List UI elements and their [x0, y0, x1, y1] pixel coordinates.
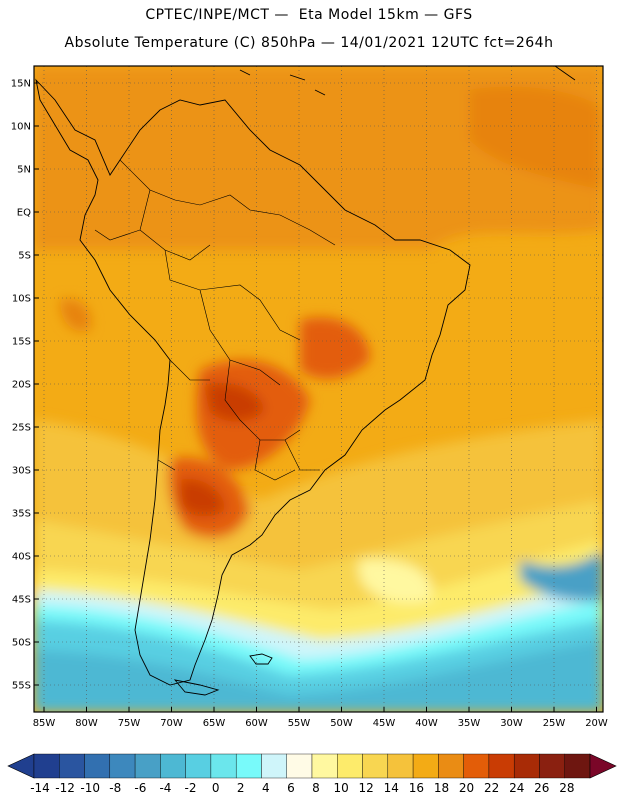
colorbar-label: -8 [109, 781, 121, 795]
colorbar-label: -10 [80, 781, 100, 795]
colorbar-label: 10 [333, 781, 348, 795]
colorbar-swatch [387, 753, 414, 779]
colorbar-swatch [539, 753, 565, 779]
lat-label: 15N [11, 79, 31, 90]
colorbar-label: 18 [434, 781, 449, 795]
colorbar-label: 20 [459, 781, 474, 795]
colorbar-label: 2 [237, 781, 245, 795]
colorbar-label: -6 [134, 781, 146, 795]
colorbar: -14 -12 -10 -8 -6 -4 -2 0 2 4 6 8 10 12 14 16 18 20 22 24 26… [7, 753, 617, 795]
lat-label: 10S [12, 294, 31, 305]
colorbar-label: 14 [384, 781, 399, 795]
colorbar-swatch [337, 753, 363, 779]
colorbar-swatch [160, 753, 186, 779]
field-cold-band-3 [34, 640, 603, 712]
lon-label: 65W [203, 718, 226, 729]
field-warm-core-brazil [300, 317, 370, 379]
title-line-1: CPTEC/INPE/MCT — Eta Model 15km — GFS [145, 7, 473, 23]
colorbar-swatch [109, 753, 136, 779]
colorbar-swatch [84, 753, 111, 779]
field-hot-spot-1 [205, 382, 265, 422]
field-cool-patch [358, 559, 432, 604]
colorbar-label: 6 [287, 781, 295, 795]
field-hot-spot-2 [180, 479, 225, 517]
colorbar-under-arrow [7, 753, 35, 779]
lon-label: 20W [585, 718, 608, 729]
lat-label: 10N [11, 122, 31, 133]
colorbar-label: -12 [55, 781, 75, 795]
colorbar-over-arrow [589, 753, 617, 779]
lon-label: 80W [75, 718, 98, 729]
colorbar-swatch [261, 753, 287, 779]
lon-label: 25W [543, 718, 566, 729]
colorbar-label: 0 [212, 781, 220, 795]
colorbar-swatch [311, 753, 338, 779]
colorbar-label: -2 [185, 781, 197, 795]
colorbar-swatch [134, 753, 161, 779]
lat-label: 55S [12, 681, 31, 692]
colorbar-label: 4 [262, 781, 270, 795]
colorbar-label: 12 [359, 781, 374, 795]
colorbar-swatch [33, 753, 60, 779]
falkland-islands [249, 653, 273, 665]
lon-label: 60W [245, 718, 268, 729]
map-frame [33, 65, 604, 713]
lat-label: 15S [12, 337, 31, 348]
coastlines [35, 66, 576, 696]
colorbar-swatch [286, 753, 313, 779]
colorbar-label: 24 [509, 781, 524, 795]
lat-label: EQ [17, 208, 31, 219]
colorbar-label: -14 [30, 781, 50, 795]
south-america-coastline [35, 78, 471, 686]
lon-label: 30W [500, 718, 523, 729]
colorbar-swatch [362, 753, 389, 779]
colorbar-swatch [438, 753, 464, 779]
lon-label: 70W [160, 718, 183, 729]
colorbar-swatch [235, 753, 262, 779]
lon-label: 50W [330, 718, 353, 729]
lat-label: 40S [12, 552, 31, 563]
colorbar-label: 8 [312, 781, 320, 795]
colorbar-swatch [185, 753, 212, 779]
field-atlantic-warm [470, 86, 603, 190]
lon-label: 55W [288, 718, 311, 729]
lat-label: 20S [12, 380, 31, 391]
colorbar-label: 16 [409, 781, 424, 795]
colorbar-swatch [412, 753, 439, 779]
country-borders [94, 159, 336, 481]
lat-label: 30S [12, 466, 31, 477]
latitude-labels: 15N 10N 5N EQ 5S 10S 15S 20S 25S 30S 35S 40S 45S 50S 5… [11, 79, 39, 692]
caribbean-islands [239, 66, 576, 96]
colorbar-swatch [513, 753, 540, 779]
field-pacific-warm [60, 299, 91, 332]
lon-label: 35W [458, 718, 481, 729]
lat-label: 5N [17, 165, 31, 176]
colorbar-label: 26 [534, 781, 549, 795]
lon-label: 45W [373, 718, 396, 729]
colorbar-swatch [463, 753, 490, 779]
field-cold-cell-east [520, 550, 603, 602]
lon-label: 85W [33, 718, 56, 729]
lon-label: 75W [118, 718, 141, 729]
temperature-field [34, 66, 603, 712]
longitude-labels: 85W 80W 75W 70W 65W 60W 55W 50W 45W 40W 35W 30W 25W 2… [33, 707, 608, 729]
tierra-del-fuego [173, 679, 220, 696]
colorbar-swatch [210, 753, 237, 779]
lat-label: 50S [12, 638, 31, 649]
lon-label: 40W [415, 718, 438, 729]
colorbar-label: 28 [559, 781, 574, 795]
lat-label: 5S [18, 251, 31, 262]
lat-label: 45S [12, 595, 31, 606]
colorbar-label: -4 [159, 781, 171, 795]
colorbar-swatch [59, 753, 85, 779]
field-tropical-band [34, 66, 603, 250]
lat-label: 25S [12, 423, 31, 434]
title-line-2: Absolute Temperature (C) 850hPa — 14/01/… [64, 35, 554, 51]
lat-label: 35S [12, 509, 31, 520]
colorbar-swatch [564, 753, 591, 779]
colorbar-swatch [488, 753, 515, 779]
colorbar-label: 22 [484, 781, 499, 795]
